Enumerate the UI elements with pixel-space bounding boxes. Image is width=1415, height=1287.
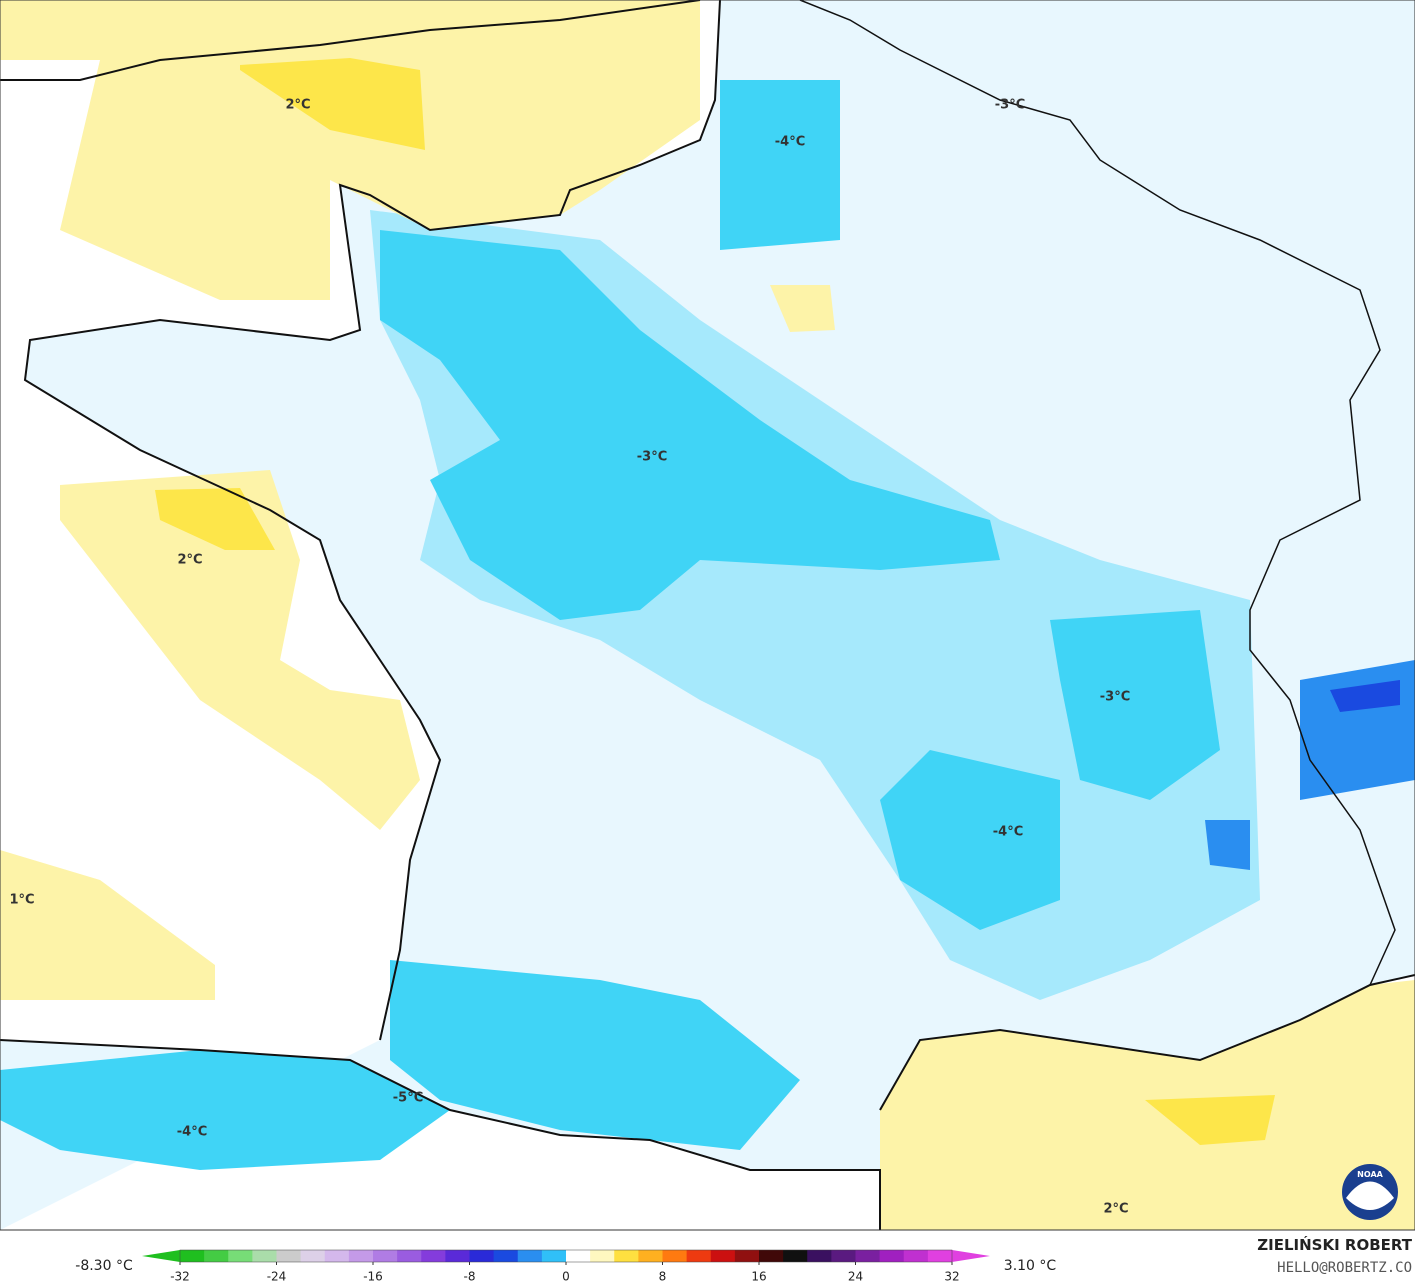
cold-area [880,750,1060,930]
colorbar-swatch [204,1250,229,1262]
cold-area [0,1050,450,1170]
contour-label: -4°C [775,135,805,150]
colorbar-tick-label: -8 [464,1270,476,1284]
colorbar-swatch [783,1250,808,1262]
colorbar-swatch [421,1250,446,1262]
cold-area [380,230,1000,620]
contour-label: 1°C [9,893,34,908]
colorbar-swatch [831,1250,856,1262]
colorbar-swatch [590,1250,615,1262]
email: HELLO@ROBERTZ.CO [1277,1260,1412,1276]
warm-area [0,850,215,1000]
noaa-logo: NOAA [1342,1164,1398,1220]
map-labels: 2°C -4°C -3°C -3°C 2°C -3°C -4°C 1°C -5°… [9,98,1130,1217]
colorbar-tick-label: 8 [659,1270,667,1284]
colorbar-swatch [566,1250,591,1262]
coastline [0,1039,881,1230]
colorbar-swatch [180,1250,205,1262]
contour-label: -4°C [993,825,1023,840]
colorbar-swatch [324,1250,350,1262]
colorbar-swatch [903,1250,929,1262]
warm-area [770,285,835,332]
colorbar-swatch [445,1250,470,1262]
colorbar-swatch [879,1250,905,1262]
cold-area [1205,820,1250,870]
colorbar-swatch [469,1250,495,1262]
colorbar-swatch [348,1250,374,1262]
colorbar-tick-label: 0 [562,1270,570,1284]
colorbar-swatch [228,1250,253,1262]
colorbar-swatch [397,1250,422,1262]
map-frame [0,0,1415,1231]
contour-label: -3°C [995,98,1025,113]
coastline [23,0,721,1041]
cold-area [1330,680,1400,712]
border [799,0,1396,986]
author: ZIELIŃSKI ROBERT [1257,1235,1412,1254]
contour-label: 2°C [177,553,202,568]
colorbar-swatch [493,1250,519,1262]
colorbar-max: 3.10 °C [1004,1258,1057,1274]
colorbar-tick-label: -16 [363,1270,383,1284]
logo-text: NOAA [1357,1170,1383,1179]
contour-label: -4°C [177,1125,207,1140]
cold-area [720,80,840,250]
colorbar-swatch [252,1250,277,1262]
colorbar-extend [952,1250,990,1262]
contour-label: -5°C [393,1091,423,1106]
colorbar-swatch [927,1250,953,1262]
colorbar-extend [142,1250,180,1262]
warm-area [0,0,700,300]
colorbar-swatch [662,1250,688,1262]
colorbar-swatch [855,1250,881,1262]
colorbar-swatch [686,1250,712,1262]
cold-area [390,960,800,1150]
coastline [879,974,1415,1111]
contour-label: -3°C [1100,690,1130,705]
coastline [0,0,1415,1230]
warm-area [240,58,425,150]
colorbar-swatch [276,1250,302,1262]
colorbar-tick-label: -24 [267,1270,287,1284]
colorbar-min: -8.30 °C [75,1258,133,1274]
colorbar-tick-label: -32 [170,1270,190,1284]
colorbar-swatch [734,1250,760,1262]
contour-label: 2°C [285,98,310,113]
colorbar-swatch [517,1250,543,1262]
colorbar-swatch [373,1250,398,1262]
colorbar-swatch [807,1250,832,1262]
contour-label: -3°C [637,450,667,465]
colorbar-swatch [710,1250,736,1262]
warm-area [880,980,1415,1230]
colorbar-swatch [638,1250,663,1262]
colorbar: -8.30 °C 3.10 °C -32 -24 -16 -8 0 8 16 24 32 [75,1249,1057,1284]
warm-area [60,470,420,830]
map: 2°C -4°C -3°C -3°C 2°C -3°C -4°C 1°C -5°… [0,0,1415,1231]
warm-area [1145,1095,1275,1145]
logo-shape [1346,1181,1394,1210]
colorbar-swatch [614,1250,639,1262]
colorbar-swatch [541,1250,567,1262]
colorbar-tick-label: 32 [944,1270,959,1284]
coastline [0,0,701,81]
colorbar-tick-label: 16 [751,1270,766,1284]
cold-area [1050,610,1220,800]
contour-label: 2°C [1103,1202,1128,1217]
colorbar-swatch [300,1250,326,1262]
colorbar-swatch [759,1250,784,1262]
colorbar-tick-label: 24 [848,1270,863,1284]
warm-area [155,488,275,550]
